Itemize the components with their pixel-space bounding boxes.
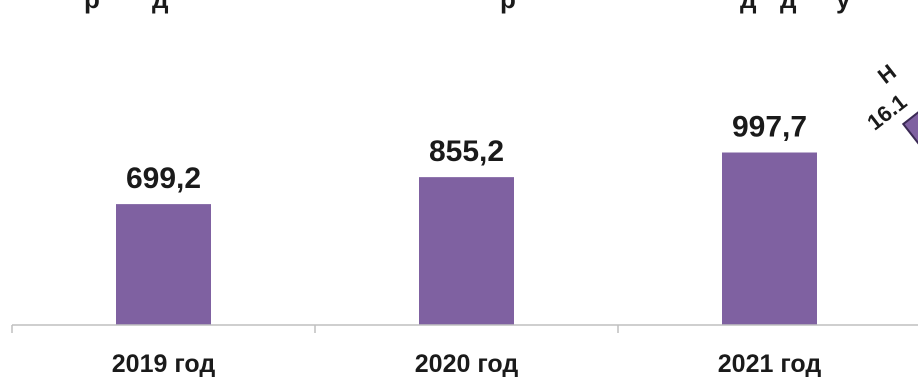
- bar-2020: [419, 177, 514, 325]
- category-label: 2020 год: [415, 350, 519, 378]
- bar-2019: [116, 204, 211, 325]
- category-label: 2021 год: [718, 350, 822, 378]
- callout-label-date: 16.1: [862, 89, 911, 135]
- labels-group: 699,2 2019 год 855,2 2020 год 997,7 2021 год: [112, 110, 822, 378]
- callout-group: Н16.1: [862, 59, 918, 153]
- callout-label-top: Н: [873, 59, 901, 88]
- data-label: 699,2: [126, 162, 201, 195]
- data-label: 855,2: [429, 135, 504, 168]
- title-fragment: д: [740, 0, 757, 15]
- callout-badge: Н16.1: [862, 59, 918, 153]
- x-axis: [11, 324, 918, 333]
- title-fragment: у: [836, 0, 850, 15]
- title-fragment: р: [84, 0, 100, 15]
- title-fragment: р: [500, 0, 516, 15]
- title-fragment: д: [152, 0, 169, 15]
- category-label: 2019 год: [112, 350, 216, 378]
- bars-group: [116, 152, 817, 325]
- bar-2021: [722, 152, 817, 325]
- data-label: 997,7: [732, 110, 807, 143]
- title-fragment: д: [780, 0, 797, 15]
